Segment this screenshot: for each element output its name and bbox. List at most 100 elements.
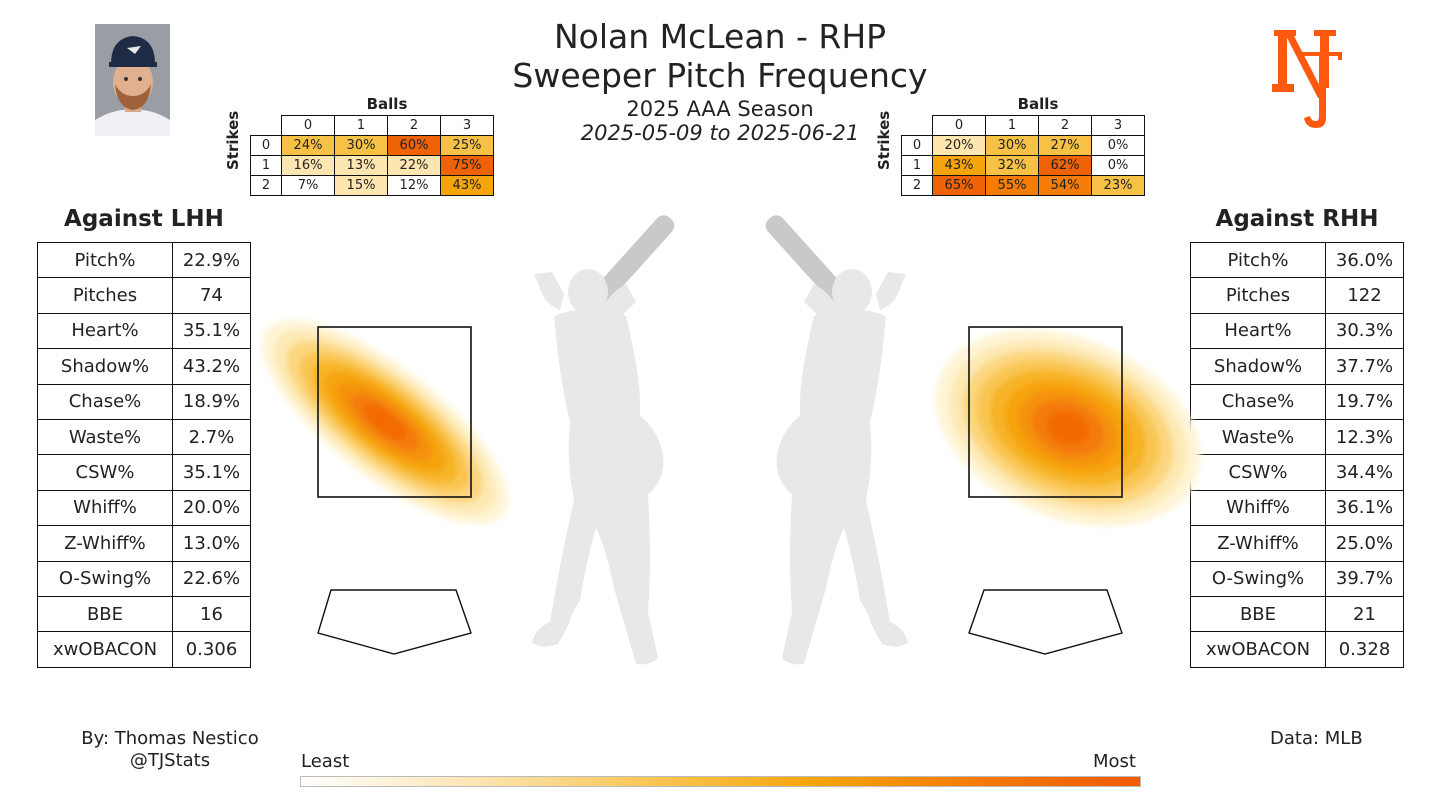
- season-label: 2025 AAA Season: [626, 97, 814, 121]
- player-headshot-image: [95, 24, 170, 136]
- stat-row: Pitches 122: [1190, 277, 1404, 314]
- stat-value: 30.3%: [1325, 312, 1404, 350]
- stat-row: O-Swing% 39.7%: [1190, 560, 1404, 597]
- stat-value: 18.9%: [172, 383, 251, 420]
- rhh-count-table: 0 1 2 3 0 20% 30% 27% 0% 1 43% 32% 62% 0…: [901, 115, 1145, 196]
- count-cell: 23%: [1091, 175, 1145, 196]
- stat-value: 35.1%: [172, 312, 251, 350]
- mets-logo-icon: [1272, 30, 1342, 128]
- stat-row: BBE 16: [37, 595, 251, 633]
- count-cell: 43%: [932, 155, 986, 176]
- count-cell: 7%: [281, 175, 335, 196]
- lhh-heatmap: [262, 319, 508, 525]
- stat-row: Shadow% 37.7%: [1190, 348, 1404, 385]
- stat-value: 20.0%: [172, 489, 251, 527]
- stat-row: Heart% 35.1%: [37, 312, 251, 350]
- stat-value: 22.6%: [172, 560, 251, 597]
- lhh-stats-table: Pitch% 22.9% Pitches 74 Heart% 35.1% Shadow% 43…: [37, 241, 251, 668]
- stat-value: 36.1%: [1325, 489, 1404, 527]
- colorbar-min-label: Least: [301, 751, 350, 772]
- stat-label: Waste%: [1190, 418, 1326, 456]
- lhh-stats-panel: Pitch% 22.9% Pitches 74 Heart% 35.1% Shadow% 43…: [37, 241, 251, 668]
- lhh-home-plate: [317, 589, 472, 655]
- count-cell: 15%: [334, 175, 388, 196]
- player-headshot: [95, 24, 170, 136]
- stat-row: Waste% 2.7%: [37, 418, 251, 456]
- count-cell: 24%: [281, 135, 335, 156]
- stat-label: Whiff%: [37, 489, 173, 527]
- stat-row: xwOBACON 0.306: [37, 631, 251, 668]
- stat-row: Pitch% 22.9%: [37, 241, 251, 279]
- stat-row: Z-Whiff% 25.0%: [1190, 525, 1404, 562]
- team-logo: [1270, 26, 1345, 132]
- count-cell: 65%: [932, 175, 986, 196]
- stat-value: 35.1%: [172, 454, 251, 491]
- strike-row: 2 7% 15% 12% 43%: [250, 175, 494, 196]
- stat-value: 0.328: [1325, 631, 1404, 668]
- stat-value: 19.7%: [1325, 383, 1404, 420]
- title-block: Nolan McLean - RHP Sweeper Pitch Frequen…: [420, 18, 1020, 146]
- stat-row: Whiff% 36.1%: [1190, 489, 1404, 527]
- stat-label: Whiff%: [1190, 489, 1326, 527]
- count-cell: 60%: [387, 135, 441, 156]
- stat-row: CSW% 35.1%: [37, 454, 251, 491]
- rhh-stats-panel: Pitch% 36.0% Pitches 122 Heart% 30.3% Shadow% 3…: [1190, 241, 1404, 668]
- count-cell: 32%: [985, 155, 1039, 176]
- balls-label: Balls: [1017, 95, 1059, 113]
- count-cell: 20%: [932, 135, 986, 156]
- stat-row: BBE 21: [1190, 595, 1404, 633]
- chart-title: Sweeper Pitch Frequency: [512, 56, 928, 95]
- stat-label: Heart%: [37, 312, 173, 350]
- stat-value: 37.7%: [1325, 348, 1404, 385]
- player-title: Nolan McLean - RHP: [553, 17, 887, 56]
- lhh-count-table: 0 1 2 3 0 24% 30% 60% 25% 1 16% 13% 22% …: [250, 115, 494, 196]
- stat-value: 13.0%: [172, 525, 251, 562]
- stat-label: Pitches: [1190, 277, 1326, 314]
- author-handle: @TJStats: [129, 750, 211, 771]
- stat-label: Chase%: [37, 383, 173, 420]
- count-cell: 30%: [334, 135, 388, 156]
- frequency-colorbar: [300, 776, 1141, 787]
- stat-value: 43.2%: [172, 348, 251, 385]
- rhh-batter-silhouette: [762, 211, 908, 665]
- stat-value: 0.306: [172, 631, 251, 668]
- stat-label: Shadow%: [37, 348, 173, 385]
- stat-label: Z-Whiff%: [1190, 525, 1326, 562]
- stat-row: Pitches 74: [37, 277, 251, 314]
- rhh-title: Against RHH: [1215, 206, 1379, 232]
- stat-label: Pitch%: [37, 241, 173, 279]
- lhh-strike-zone: [317, 326, 472, 498]
- date-range: 2025-05-09 to 2025-06-21: [580, 121, 860, 145]
- ball-count-header: 3: [1091, 115, 1145, 136]
- stat-value: 16: [172, 595, 251, 633]
- rhh-strike-zone: [968, 326, 1123, 498]
- stat-value: 39.7%: [1325, 560, 1404, 597]
- rhh-heatmap: [935, 329, 1201, 527]
- stat-label: Z-Whiff%: [37, 525, 173, 562]
- count-cell: 16%: [281, 155, 335, 176]
- stat-label: Heart%: [1190, 312, 1326, 350]
- stat-value: 122: [1325, 277, 1404, 314]
- stat-label: CSW%: [37, 454, 173, 491]
- stat-row: Whiff% 20.0%: [37, 489, 251, 527]
- stat-label: Shadow%: [1190, 348, 1326, 385]
- stat-label: CSW%: [1190, 454, 1326, 491]
- rhh-count-grid: Balls Strikes 0 1 2 3 0 20% 30% 27% 0% 1…: [875, 95, 1151, 196]
- count-cell: 27%: [1038, 135, 1092, 156]
- lhh-title: Against LHH: [64, 206, 224, 232]
- stat-row: Chase% 19.7%: [1190, 383, 1404, 420]
- count-cell: 55%: [985, 175, 1039, 196]
- count-cell: 22%: [387, 155, 441, 176]
- count-cell: 54%: [1038, 175, 1092, 196]
- stat-label: Chase%: [1190, 383, 1326, 420]
- balls-label: Balls: [366, 95, 408, 113]
- stat-value: 34.4%: [1325, 454, 1404, 491]
- lhh-batter-silhouette: [532, 211, 678, 665]
- count-cell: 0%: [1091, 155, 1145, 176]
- count-cell: 25%: [440, 135, 494, 156]
- stat-row: Chase% 18.9%: [37, 383, 251, 420]
- stat-value: 22.9%: [172, 241, 251, 279]
- colorbar-max-label: Most: [1093, 751, 1136, 772]
- stat-label: xwOBACON: [1190, 631, 1326, 668]
